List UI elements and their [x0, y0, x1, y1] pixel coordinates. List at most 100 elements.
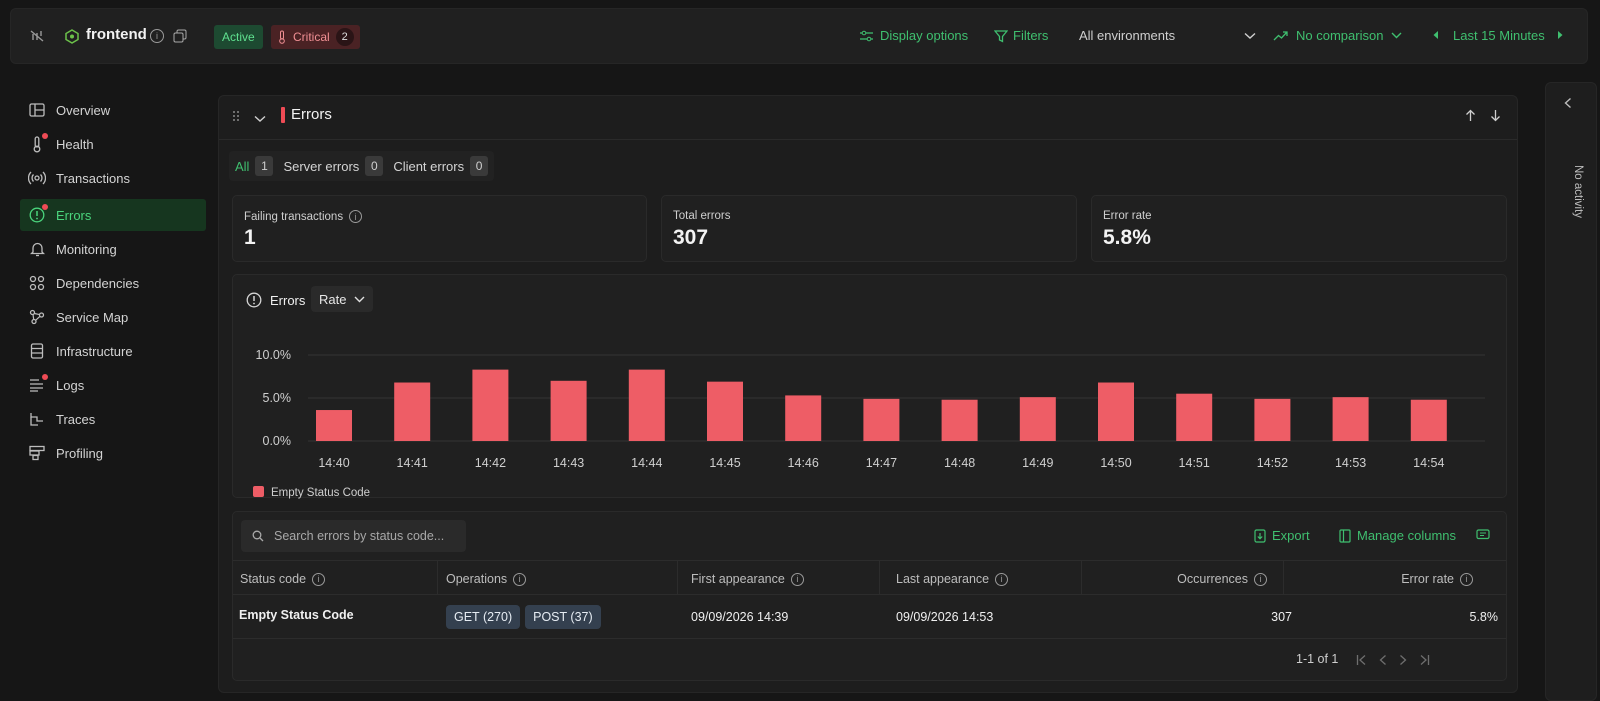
- sidebar-item-infrastructure[interactable]: Infrastructure: [20, 335, 206, 367]
- col-divider: [879, 560, 880, 594]
- divider: [233, 560, 1506, 561]
- sidebar-item-logs[interactable]: Logs: [20, 369, 206, 401]
- y-tick-label: 10.0%: [256, 348, 291, 362]
- column-header-error-rate[interactable]: Error rate i: [1401, 572, 1473, 586]
- column-header-occurrences[interactable]: Occurrences i: [1177, 572, 1267, 586]
- column-label: Error rate: [1401, 572, 1454, 586]
- alert-dot: [42, 204, 48, 210]
- bar: [785, 395, 822, 441]
- cell-last-appearance: 09/09/2026 14:53: [896, 610, 994, 624]
- critical-label: Critical: [293, 30, 330, 44]
- column-header-first-appearance[interactable]: First appearance i: [691, 572, 804, 586]
- time-next-icon[interactable]: [1556, 30, 1564, 40]
- prev-page-icon[interactable]: [1379, 654, 1387, 666]
- x-tick-label: 14:49: [1022, 456, 1053, 470]
- network-icon: [28, 308, 46, 326]
- sidebar-item-transactions[interactable]: Transactions: [20, 162, 206, 194]
- info-icon[interactable]: i: [312, 572, 326, 586]
- info-icon[interactable]: i: [513, 572, 527, 586]
- chart-mode-value: Rate: [319, 291, 347, 307]
- move-up-icon[interactable]: [1465, 109, 1476, 125]
- operation-tag[interactable]: POST (37): [525, 605, 601, 629]
- collapse-chevron-icon[interactable]: [254, 111, 266, 126]
- column-header-operations[interactable]: Operations i: [446, 572, 527, 586]
- search-input[interactable]: Search errors by status code...: [274, 529, 445, 543]
- column-header-status-code[interactable]: Status code i: [240, 572, 326, 586]
- tab-all[interactable]: All: [235, 158, 250, 174]
- filters-button[interactable]: Filters: [994, 28, 1048, 43]
- sidebar-item-monitoring[interactable]: Monitoring: [20, 233, 206, 265]
- cell-status-code[interactable]: Empty Status Code: [239, 608, 354, 622]
- time-prev-icon[interactable]: [1432, 30, 1440, 40]
- node-icon: [65, 29, 79, 44]
- tab-count: 1: [255, 156, 274, 176]
- environment-value: All environments: [1079, 28, 1176, 43]
- sidebar-toggle-icon[interactable]: [29, 27, 47, 45]
- divider: [233, 638, 1506, 639]
- display-options-button[interactable]: Display options: [859, 28, 968, 43]
- info-icon[interactable]: i: [995, 572, 1009, 586]
- first-page-icon[interactable]: [1356, 654, 1367, 666]
- bar: [941, 399, 978, 441]
- sidebar-item-label: Monitoring: [56, 241, 117, 257]
- manage-columns-button[interactable]: Manage columns: [1339, 528, 1456, 543]
- export-button[interactable]: Export: [1254, 528, 1310, 543]
- sidebar-item-overview[interactable]: Overview: [20, 94, 206, 126]
- alert-dot: [42, 374, 48, 380]
- feedback-icon[interactable]: [1476, 529, 1490, 544]
- chart-mode-select[interactable]: Rate: [311, 286, 374, 312]
- environment-select[interactable]: All environments: [1079, 28, 1256, 43]
- info-icon[interactable]: i: [349, 210, 363, 223]
- sidebar-item-traces[interactable]: Traces: [20, 403, 206, 435]
- sidebar-item-label: Infrastructure: [56, 343, 133, 359]
- last-page-icon[interactable]: [1419, 654, 1430, 666]
- sidebar-item-errors[interactable]: Errors: [20, 199, 206, 231]
- profiling-icon: [28, 444, 46, 462]
- sidebar-item-label: Health: [56, 136, 94, 152]
- drag-handle-icon[interactable]: [232, 110, 240, 125]
- next-page-icon[interactable]: [1399, 654, 1407, 666]
- stat-value: 5.8%: [1103, 226, 1151, 249]
- info-icon[interactable]: i: [1254, 572, 1267, 586]
- info-icon[interactable]: i: [790, 572, 804, 586]
- search-box[interactable]: Search errors by status code...: [241, 520, 466, 552]
- operation-tag[interactable]: GET (270): [446, 605, 521, 629]
- bar: [1254, 398, 1291, 441]
- time-range-select[interactable]: Last 15 Minutes: [1453, 28, 1545, 43]
- tab-client-errors[interactable]: Client errors: [393, 158, 465, 174]
- stat-label: Total errors: [673, 210, 731, 222]
- display-options-label: Display options: [880, 28, 969, 43]
- bar: [707, 381, 743, 441]
- move-down-icon[interactable]: [1490, 109, 1501, 125]
- x-tick-label: 14:40: [318, 456, 349, 470]
- y-tick-label: 5.0%: [263, 391, 292, 405]
- x-tick-label: 14:41: [397, 456, 428, 470]
- sidebar-item-health[interactable]: Health: [20, 128, 206, 160]
- comparison-select[interactable]: No comparison: [1273, 28, 1402, 43]
- tab-server-errors[interactable]: Server errors: [283, 158, 360, 174]
- collapse-left-icon[interactable]: [1564, 97, 1572, 112]
- sidebar-item-dependencies[interactable]: Dependencies: [20, 267, 206, 299]
- sidebar-item-profiling[interactable]: Profiling: [20, 437, 206, 469]
- alert-circle-icon: [28, 204, 48, 224]
- x-tick-label: 14:50: [1100, 456, 1131, 470]
- info-icon[interactable]: i: [150, 29, 164, 43]
- errors-table-card: Search errors by status code... Export M…: [232, 511, 1507, 681]
- column-header-last-appearance[interactable]: Last appearance i: [896, 572, 1009, 586]
- copy-icon[interactable]: [173, 29, 187, 43]
- section-accent: [281, 107, 285, 123]
- thermometer-icon: [279, 30, 285, 44]
- cell-operations: GET (270) POST (37): [446, 605, 601, 629]
- sidebar-item-service-map[interactable]: Service Map: [20, 301, 206, 333]
- chevron-down-icon: [354, 296, 365, 302]
- status-badge-critical[interactable]: Critical 2: [271, 25, 360, 49]
- cell-occurrences: 307: [1271, 610, 1292, 624]
- dependencies-icon: [28, 274, 46, 292]
- sidebar-item-label: Errors: [56, 207, 92, 223]
- info-icon[interactable]: i: [1460, 572, 1473, 586]
- sidebar-item-label: Logs: [56, 377, 85, 393]
- alert-circle-icon: [246, 292, 262, 308]
- top-bar: frontend i Active Critical 2 Display opt…: [10, 8, 1588, 64]
- stat-label: Error rate: [1103, 210, 1152, 222]
- traces-icon: [28, 410, 46, 428]
